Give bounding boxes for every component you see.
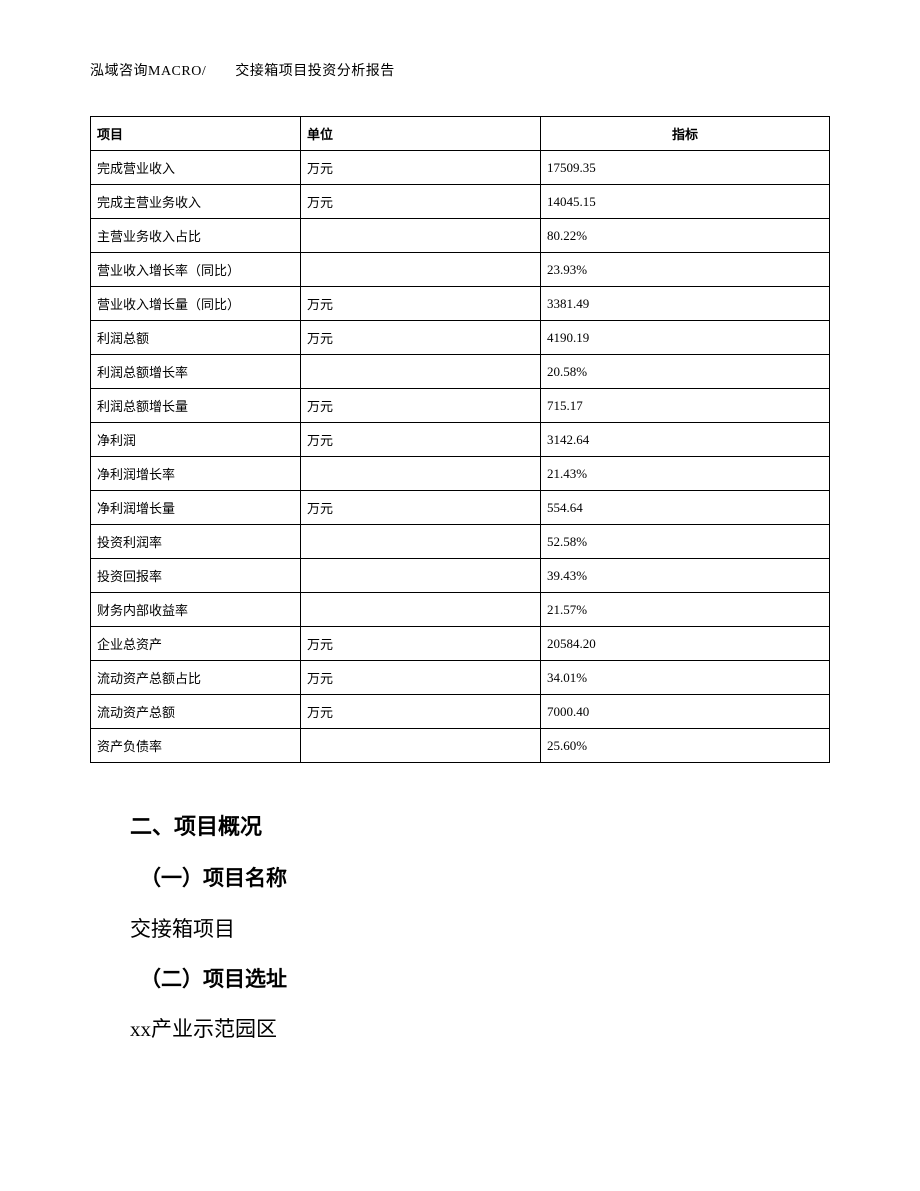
table-row: 资产负债率 25.60% (91, 729, 830, 763)
cell-unit (301, 219, 541, 253)
cell-value: 20.58% (541, 355, 830, 389)
cell-value: 14045.15 (541, 185, 830, 219)
header-text: 泓域咨询MACRO/ 交接箱项目投资分析报告 (90, 64, 395, 79)
cell-value: 34.01% (541, 661, 830, 695)
cell-item: 净利润增长量 (91, 491, 301, 525)
cell-item: 完成主营业务收入 (91, 185, 301, 219)
indicator-table: 项目 单位 指标 完成营业收入万元17509.35 完成主营业务收入万元1404… (90, 116, 830, 763)
cell-unit (301, 457, 541, 491)
body-text: 二、项目概况 （一）项目名称 交接箱项目 （二）项目选址 xx产业示范园区 (90, 803, 830, 1052)
page-container: 泓域咨询MACRO/ 交接箱项目投资分析报告 项目 单位 指标 完成营业收入万元… (0, 0, 920, 1116)
cell-value: 39.43% (541, 559, 830, 593)
cell-item: 主营业务收入占比 (91, 219, 301, 253)
cell-item: 净利润增长率 (91, 457, 301, 491)
cell-value: 7000.40 (541, 695, 830, 729)
cell-unit: 万元 (301, 389, 541, 423)
table-row: 企业总资产万元20584.20 (91, 627, 830, 661)
table-row: 流动资产总额万元7000.40 (91, 695, 830, 729)
subsection-title: （一）项目名称 (130, 855, 800, 901)
cell-unit: 万元 (301, 321, 541, 355)
cell-item: 投资利润率 (91, 525, 301, 559)
cell-unit (301, 525, 541, 559)
cell-value: 3142.64 (541, 423, 830, 457)
table-body: 完成营业收入万元17509.35 完成主营业务收入万元14045.15 主营业务… (91, 151, 830, 763)
table-row: 营业收入增长率（同比） 23.93% (91, 253, 830, 287)
cell-item: 企业总资产 (91, 627, 301, 661)
cell-value: 80.22% (541, 219, 830, 253)
table-row: 完成营业收入万元17509.35 (91, 151, 830, 185)
cell-unit: 万元 (301, 287, 541, 321)
cell-item: 净利润 (91, 423, 301, 457)
cell-item: 完成营业收入 (91, 151, 301, 185)
cell-unit: 万元 (301, 661, 541, 695)
cell-value: 21.57% (541, 593, 830, 627)
paragraph: 交接箱项目 (130, 906, 800, 952)
table-row: 净利润增长率 21.43% (91, 457, 830, 491)
cell-item: 流动资产总额 (91, 695, 301, 729)
table-row: 流动资产总额占比万元34.01% (91, 661, 830, 695)
cell-value: 25.60% (541, 729, 830, 763)
cell-value: 21.43% (541, 457, 830, 491)
cell-unit: 万元 (301, 185, 541, 219)
section-title: 二、项目概况 (130, 803, 800, 851)
cell-item: 营业收入增长量（同比） (91, 287, 301, 321)
table-row: 财务内部收益率 21.57% (91, 593, 830, 627)
page-header: 泓域咨询MACRO/ 交接箱项目投资分析报告 (90, 60, 830, 80)
table-row: 营业收入增长量（同比）万元3381.49 (91, 287, 830, 321)
cell-value: 52.58% (541, 525, 830, 559)
cell-item: 利润总额增长率 (91, 355, 301, 389)
cell-value: 4190.19 (541, 321, 830, 355)
cell-unit (301, 729, 541, 763)
cell-value: 715.17 (541, 389, 830, 423)
table-row: 投资回报率 39.43% (91, 559, 830, 593)
cell-unit: 万元 (301, 423, 541, 457)
cell-value: 23.93% (541, 253, 830, 287)
table-row: 投资利润率 52.58% (91, 525, 830, 559)
col-header-indicator: 指标 (541, 117, 830, 151)
table-row: 利润总额万元4190.19 (91, 321, 830, 355)
table-header-row: 项目 单位 指标 (91, 117, 830, 151)
subsection-title: （二）项目选址 (130, 956, 800, 1002)
cell-item: 流动资产总额占比 (91, 661, 301, 695)
cell-value: 3381.49 (541, 287, 830, 321)
col-header-unit: 单位 (301, 117, 541, 151)
cell-item: 投资回报率 (91, 559, 301, 593)
table-row: 利润总额增长量万元715.17 (91, 389, 830, 423)
cell-unit: 万元 (301, 695, 541, 729)
table-row: 利润总额增长率 20.58% (91, 355, 830, 389)
cell-unit (301, 593, 541, 627)
cell-unit: 万元 (301, 627, 541, 661)
table-row: 净利润增长量万元554.64 (91, 491, 830, 525)
table-row: 净利润万元3142.64 (91, 423, 830, 457)
cell-item: 利润总额 (91, 321, 301, 355)
cell-value: 17509.35 (541, 151, 830, 185)
paragraph: xx产业示范园区 (130, 1006, 800, 1052)
table-row: 完成主营业务收入万元14045.15 (91, 185, 830, 219)
cell-unit (301, 355, 541, 389)
table-row: 主营业务收入占比 80.22% (91, 219, 830, 253)
cell-unit: 万元 (301, 491, 541, 525)
col-header-item: 项目 (91, 117, 301, 151)
cell-item: 利润总额增长量 (91, 389, 301, 423)
cell-item: 财务内部收益率 (91, 593, 301, 627)
cell-item: 资产负债率 (91, 729, 301, 763)
cell-item: 营业收入增长率（同比） (91, 253, 301, 287)
cell-unit (301, 559, 541, 593)
cell-unit: 万元 (301, 151, 541, 185)
cell-value: 20584.20 (541, 627, 830, 661)
cell-unit (301, 253, 541, 287)
cell-value: 554.64 (541, 491, 830, 525)
